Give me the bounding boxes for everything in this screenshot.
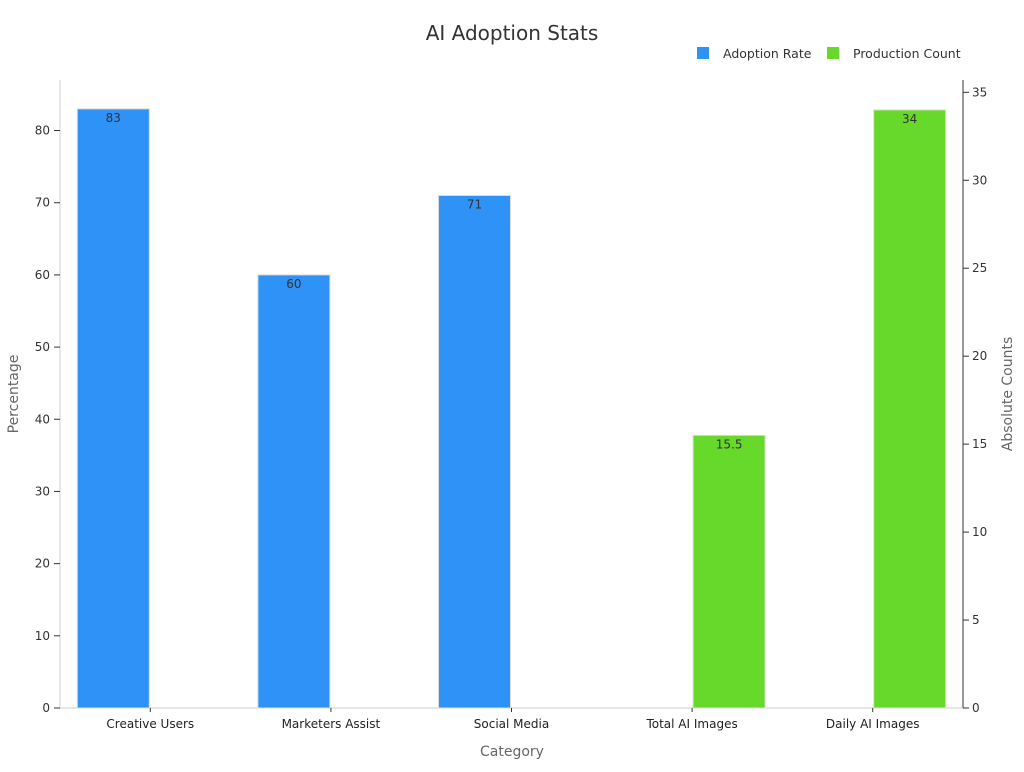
data-label: 71 [467,197,482,211]
legend-swatch [697,47,709,59]
x-axis-title: Category [480,744,544,760]
right-tick-label: 0 [972,701,980,715]
bar-adoption-rate [257,274,331,709]
bar-production-count [692,434,766,709]
legend: Adoption Rate Production Count [697,46,961,61]
left-tick-label: 10 [35,629,50,643]
data-label: 60 [286,277,301,291]
chart-title: AI Adoption Stats [426,21,599,45]
legend-label: Production Count [853,46,961,61]
category-label: Marketers Assist [282,717,381,731]
category-labels: Creative Users Marketers Assist Social Med… [106,708,919,731]
left-tick-label: 30 [35,484,50,498]
left-tick-label: 50 [35,340,50,354]
right-tick-label: 25 [972,261,987,275]
legend-swatch [827,47,839,59]
left-tick-label: 70 [35,196,50,210]
right-tick-label: 35 [972,85,987,99]
right-tick-label: 5 [972,613,980,627]
bar-adoption-rate [76,108,150,709]
axes [59,80,964,709]
left-tick-label: 80 [35,124,50,138]
left-tick-label: 0 [42,701,50,715]
category-label: Creative Users [106,717,194,731]
y2-axis-title: Absolute Counts [1000,337,1016,452]
left-tick-label: 40 [35,412,50,426]
data-label: 83 [106,111,121,125]
legend-label: Adoption Rate [723,46,812,61]
category-label: Daily AI Images [826,717,920,731]
right-tick-label: 30 [972,173,987,187]
left-tick-label: 60 [35,268,50,282]
data-label: 34 [902,112,917,126]
data-label: 15.5 [716,437,743,451]
right-tick-label: 10 [972,525,987,539]
right-tick-label: 15 [972,437,987,451]
left-axis-ticks: 0 10 20 30 40 50 60 70 80 [35,124,60,715]
y-axis-title: Percentage [6,355,22,434]
data-labels: 83 60 71 15.5 34 [106,111,918,451]
bars [76,108,947,709]
category-label: Social Media [474,717,549,731]
right-tick-label: 20 [972,349,987,363]
bar-production-count [873,109,947,709]
category-label: Total AI Images [645,717,737,731]
left-tick-label: 20 [35,557,50,571]
bar-adoption-rate [438,194,511,709]
right-axis-ticks: 0 5 10 15 20 25 30 35 [963,85,987,715]
